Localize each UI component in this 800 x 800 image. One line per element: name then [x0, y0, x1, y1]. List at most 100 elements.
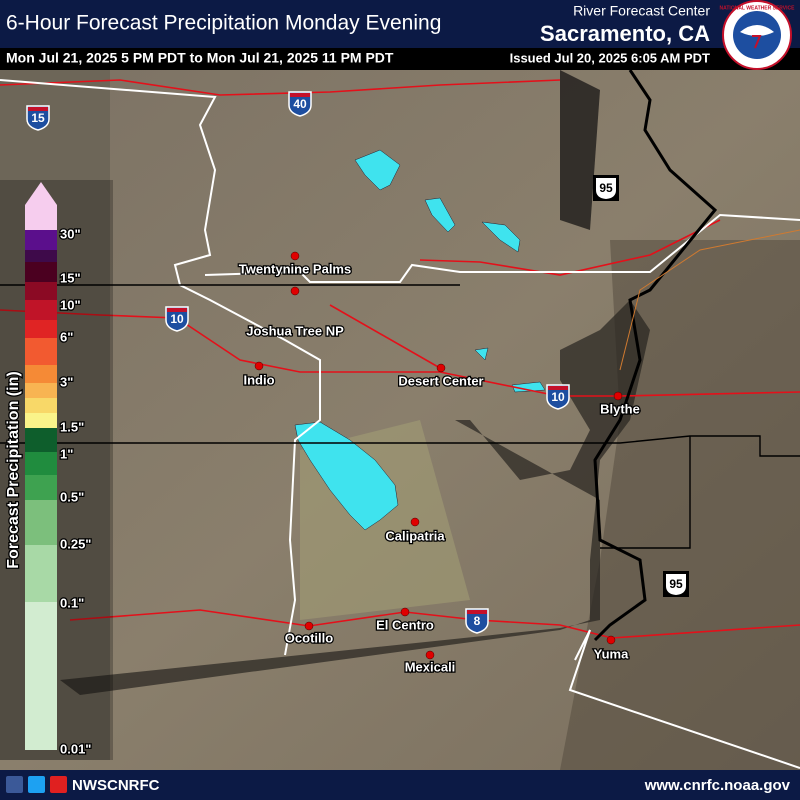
county-line: [0, 79, 321, 656]
lake: [354, 149, 401, 191]
valid-period: Mon Jul 21, 2025 5 PM PDT to Mon Jul 21,…: [6, 50, 394, 66]
city-marker: [613, 391, 623, 401]
legend-band: [25, 262, 57, 282]
footer-bar: [0, 770, 800, 800]
legend-band: [25, 475, 57, 500]
interstate-number: 10: [551, 390, 565, 404]
city-marker: [254, 361, 264, 371]
interstate-band: [28, 107, 48, 111]
legend-band: [25, 398, 57, 413]
us-highway-number: 95: [669, 577, 683, 591]
issued: Issued Jul 20, 2025 6:05 AM PDT: [510, 50, 710, 65]
legend-label: 0.01": [60, 741, 91, 756]
map-symbols: Twentynine Palms Joshua Tree NP Indio Deser…: [26, 91, 689, 676]
city-marker: [436, 363, 446, 373]
website[interactable]: www.cnrfc.noaa.gov: [644, 777, 791, 794]
city-label: El Centro: [376, 617, 434, 632]
interstate-shield: [288, 91, 312, 117]
legend-band: [25, 413, 57, 428]
city-marker: [304, 621, 314, 631]
interstate-number: 10: [170, 312, 184, 326]
city-label: Ocotillo: [285, 630, 333, 645]
logo-cloud: [740, 25, 774, 36]
interstate-shield: [465, 608, 489, 634]
facebook-icon[interactable]: [6, 776, 23, 793]
road: [69, 609, 800, 639]
us-shield: [666, 574, 686, 595]
legend-label: 3": [60, 374, 73, 389]
us-highway-number: 95: [599, 181, 613, 195]
legend-label: 0.5": [60, 489, 84, 504]
lake: [474, 347, 489, 361]
legend-band: [25, 500, 57, 545]
city-label: Yuma: [594, 646, 629, 661]
legend-label: 10": [60, 297, 81, 312]
legend-band: [25, 338, 57, 365]
city-marker: [400, 607, 410, 617]
agency-line2: Sacramento, CA: [540, 21, 710, 46]
interstate-number: 15: [31, 111, 45, 125]
shaded-region: [560, 70, 600, 230]
legend-band: [25, 300, 57, 320]
legend-band: [25, 365, 57, 383]
logo-bolt: [752, 35, 762, 49]
lakes: [294, 149, 546, 531]
road: [419, 219, 721, 276]
interstate-band: [467, 610, 487, 614]
city-label: Twentynine Palms: [239, 261, 351, 276]
city-marker: [606, 635, 616, 645]
city-label: Mexicali: [405, 659, 456, 674]
shaded-region: [60, 300, 650, 695]
header-bar: [0, 0, 800, 48]
road: [329, 304, 441, 369]
legend-band: [25, 602, 57, 750]
us-shield: [596, 178, 616, 199]
interstate-band: [167, 308, 187, 312]
legend-label: 0.1": [60, 595, 84, 610]
legend-title: Forecast Precipitation (in): [5, 371, 22, 568]
boundary: [0, 435, 800, 457]
roads: [0, 79, 800, 639]
legend-band: [25, 545, 57, 602]
interstate-number: 40: [293, 97, 307, 111]
legend-label: 30": [60, 226, 81, 241]
lake: [511, 381, 546, 393]
city-marker: [410, 517, 420, 527]
legend-band: [25, 250, 57, 262]
social-handle: NWSCNRFC: [72, 777, 160, 794]
city-label: Indio: [243, 372, 274, 387]
legend-band: [25, 282, 57, 300]
interstate-shield: [26, 105, 50, 131]
salton-sea: [294, 421, 399, 531]
city-label: Desert Center: [398, 373, 483, 388]
boundary-lines: [0, 284, 800, 549]
title: 6-Hour Forecast Precipitation Monday Eve…: [6, 12, 441, 35]
twitter-icon[interactable]: [28, 776, 45, 793]
legend-band: [25, 452, 57, 475]
legend-label: 1.5": [60, 419, 84, 434]
colorado-river: [593, 69, 718, 642]
nws-logo: NATIONAL WEATHER SERVICE: [720, 0, 796, 70]
youtube-icon[interactable]: [50, 776, 67, 793]
legend-label: 15": [60, 270, 81, 285]
interstate-band: [548, 386, 568, 390]
legend-band: [25, 428, 57, 452]
lake: [481, 221, 521, 253]
city-label: Joshua Tree NP: [246, 323, 344, 338]
legend-label: 1": [60, 446, 73, 461]
interstate-shield: [165, 306, 189, 332]
interstate-number: 8: [474, 614, 481, 628]
city-marker: [425, 650, 435, 660]
road: [0, 309, 800, 397]
interstate-shield: [546, 384, 570, 410]
city-label: Blythe: [600, 401, 640, 416]
logo-text: NATIONAL WEATHER SERVICE: [720, 5, 796, 11]
legend-label: 6": [60, 329, 73, 344]
legend-band: [25, 230, 57, 250]
legend-label: 0.25": [60, 536, 91, 551]
city-label: Calipatria: [385, 528, 445, 543]
boundary: [600, 436, 691, 549]
road: [0, 79, 561, 96]
legend-band: [25, 383, 57, 398]
